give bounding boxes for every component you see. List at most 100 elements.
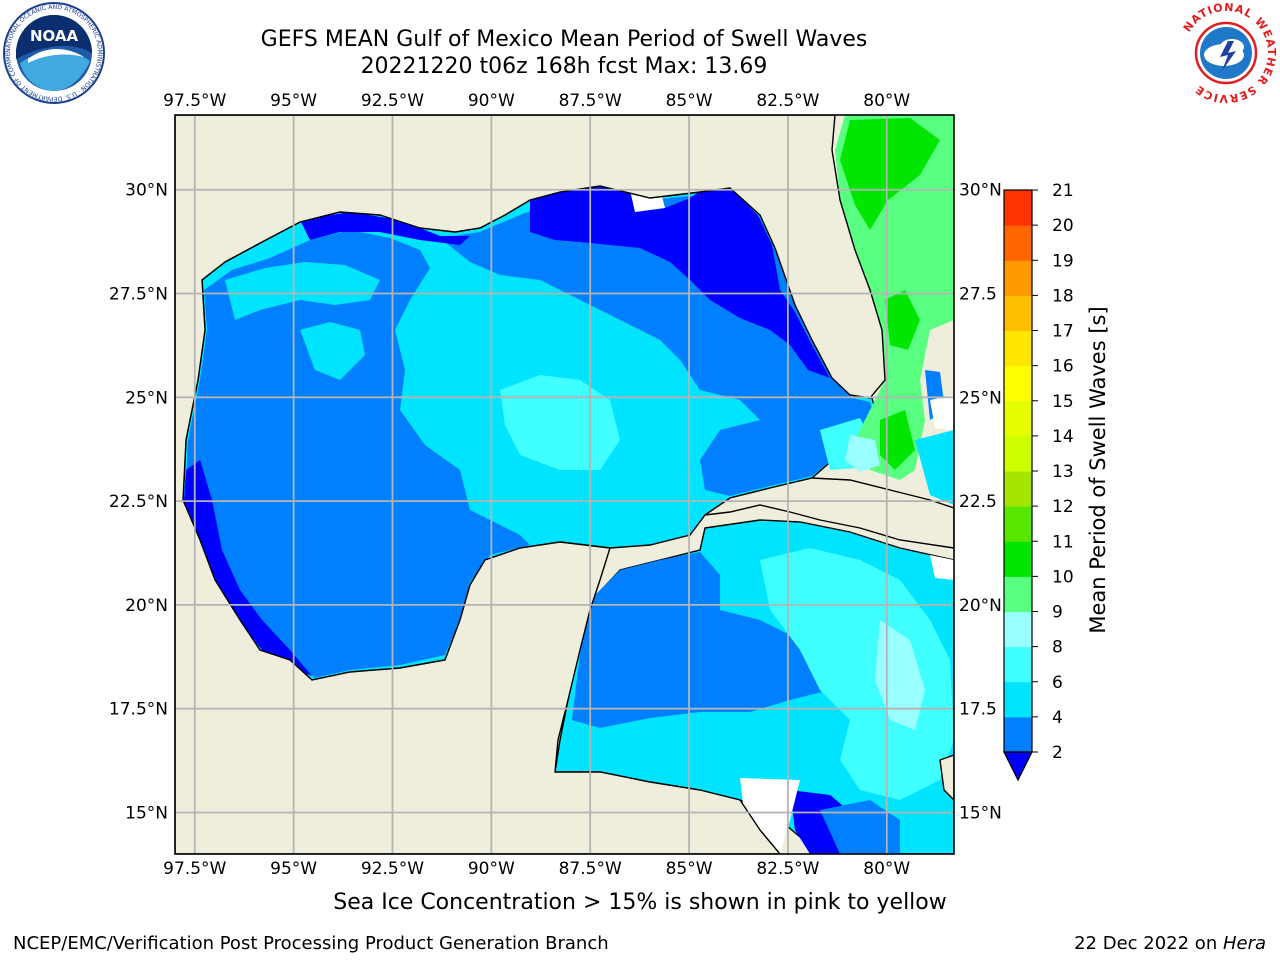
y-axis-left: 30°N 27.5°N 25°N 22.5°N 20°N 17.5°N 15°N — [109, 181, 168, 824]
longitude-tick-label: 85°W — [666, 91, 713, 111]
latitude-tick-label: 22.5°N — [109, 492, 168, 512]
longitude-tick-label: 87.5°W — [559, 859, 622, 879]
x-axis-top: 97.5°W 95°W 92.5°W 90°W 87.5°W 85°W 82.5°W 80°W — [163, 91, 910, 111]
colorbar-bin — [1004, 471, 1032, 507]
colorbar-bin — [1004, 295, 1032, 331]
longitude-tick-label: 90°W — [468, 859, 515, 879]
latitude-tick-label: 27.5°N — [109, 285, 168, 305]
colorbar-under-triangle — [1003, 751, 1033, 782]
longitude-tick-label: 82.5°W — [756, 859, 819, 879]
colorbar: 2 4 6 8 9 10 11 12 13 14 15 16 17 18 19 20 21 — [1003, 181, 1074, 782]
longitude-tick-label: 87.5°W — [559, 91, 622, 111]
colorbar-bin — [1004, 435, 1032, 472]
longitude-tick-label: 90°W — [468, 91, 515, 111]
colorbar-bin — [1004, 225, 1032, 261]
land-cuba — [704, 477, 954, 549]
footer-credit: NCEP/EMC/Verification Post Processing Pr… — [13, 933, 609, 954]
latitude-tick-label-right: 25°N — [959, 388, 1002, 408]
no-data-area — [930, 395, 954, 430]
colorbar-tick-label: 14 — [1052, 427, 1074, 447]
colorbar-tick-label: 21 — [1052, 181, 1074, 201]
longitude-tick-label: 97.5°W — [163, 859, 226, 879]
footer-date: 22 Dec 2022 on Hera — [1074, 933, 1266, 954]
colorbar-tick-label: 18 — [1052, 286, 1074, 306]
latitude-tick-label-right: 17.5 — [959, 700, 997, 720]
western-gulf-4-6s-patch — [225, 262, 380, 320]
colorbar-label: Mean Period of Swell Waves [s] — [1086, 306, 1110, 634]
colorbar-tick-label: 20 — [1052, 216, 1074, 236]
latitude-tick-label-right: 30°N — [959, 181, 1002, 201]
colorbar-bin — [1004, 576, 1032, 612]
colorbar-bin — [1004, 400, 1032, 437]
longitude-tick-label: 85°W — [666, 859, 713, 879]
colorbar-tick-label: 12 — [1052, 497, 1074, 517]
colorbar-bin — [1004, 541, 1032, 577]
map-title: GEFS MEAN Gulf of Mexico Mean Period of … — [260, 27, 868, 52]
western-gulf-2-4s-field — [185, 230, 530, 678]
colorbar-bin — [1004, 646, 1032, 683]
map-subtitle: 20221220 t06z 168h fcst Max: 13.69 — [360, 54, 768, 79]
longitude-tick-label: 80°W — [863, 859, 910, 879]
atlantic-9-10s-inner — [880, 410, 915, 470]
colorbar-bin — [1004, 611, 1032, 648]
latitude-tick-label: 30°N — [125, 181, 168, 201]
colorbar-tick-label: 15 — [1052, 392, 1074, 412]
colorbar-bin — [1004, 716, 1032, 753]
atlantic-9-10s-inner — [885, 290, 920, 350]
colorbar-tick-label: 8 — [1052, 638, 1063, 658]
longitude-tick-label: 92.5°W — [361, 859, 424, 879]
map-panel — [175, 115, 954, 854]
colorbar-tick-label: 16 — [1052, 357, 1074, 377]
longitude-tick-label: 92.5°W — [361, 91, 424, 111]
colorbar-tick-label: 4 — [1052, 708, 1063, 728]
no-data-area — [930, 555, 954, 580]
footer-date-text: 22 Dec 2022 on — [1074, 933, 1223, 954]
land-hispaniola-edge — [939, 754, 954, 801]
atlantic-9-10s-inner — [840, 118, 940, 230]
latitude-tick-label-right: 27.5 — [959, 285, 997, 305]
south-caribbean-2-4s-field — [820, 800, 900, 854]
atlantic-8-9s-patch — [845, 435, 880, 472]
longitude-tick-label: 80°W — [863, 91, 910, 111]
latitude-tick-label: 20°N — [125, 596, 168, 616]
colorbar-bin — [1004, 190, 1032, 226]
north-coast-under-2s-strip — [300, 212, 470, 245]
map-frame — [174, 114, 955, 855]
colorbar-tick-label: 10 — [1052, 567, 1074, 587]
y-axis-right: 30°N 27.5 25°N 22.5 20°N 17.5 15°N — [959, 181, 1002, 824]
atlantic-4-6s-patch — [915, 430, 954, 505]
longitude-tick-label: 95°W — [270, 859, 317, 879]
longitude-tick-label: 82.5°W — [756, 91, 819, 111]
longitude-tick-label: 97.5°W — [163, 91, 226, 111]
latitude-tick-label: 15°N — [125, 803, 168, 823]
colorbar-tick-label: 6 — [1052, 673, 1063, 693]
latitude-tick-label-right: 22.5 — [959, 492, 997, 512]
colorbar-tick-label: 17 — [1052, 322, 1074, 342]
latitude-tick-label-right: 15°N — [959, 803, 1002, 823]
latitude-tick-label: 25°N — [125, 388, 168, 408]
footer-machine: Hera — [1222, 933, 1266, 954]
northeast-gulf-under-2s-field — [530, 180, 830, 378]
map-gridlines — [175, 115, 954, 854]
latitude-tick-label: 17.5°N — [109, 700, 168, 720]
colorbar-bin — [1004, 330, 1032, 367]
colorbar-tick-label: 9 — [1052, 603, 1063, 623]
noaa-logo-text: NOAA — [30, 27, 79, 45]
caribbean-2-4s-field — [572, 552, 840, 728]
colorbar-tick-label: 19 — [1052, 251, 1074, 271]
colorbar-bin — [1004, 506, 1032, 542]
latitude-tick-label-right: 20°N — [959, 596, 1002, 616]
western-gulf-4-6s-patch — [300, 322, 365, 380]
colorbar-bin — [1004, 681, 1032, 718]
sea-ice-note: Sea Ice Concentration > 15% is shown in … — [333, 890, 947, 915]
noaa-logo: NATIONAL OCEANIC AND ATMOSPHERIC ADMINIS… — [2, 1, 105, 104]
nws-logo: NATIONAL WEATHER SERVICE — [1176, 1, 1277, 105]
colorbar-tick-label: 13 — [1052, 462, 1074, 482]
colorbar-tick-label: 11 — [1052, 532, 1074, 552]
colorbar-tick-label: 2 — [1052, 743, 1063, 763]
x-axis-bottom: 97.5°W 95°W 92.5°W 90°W 87.5°W 85°W 82.5°W 80°W — [163, 859, 910, 879]
colorbar-bin — [1004, 260, 1032, 296]
colorbar-bin — [1004, 365, 1032, 402]
longitude-tick-label: 95°W — [270, 91, 317, 111]
